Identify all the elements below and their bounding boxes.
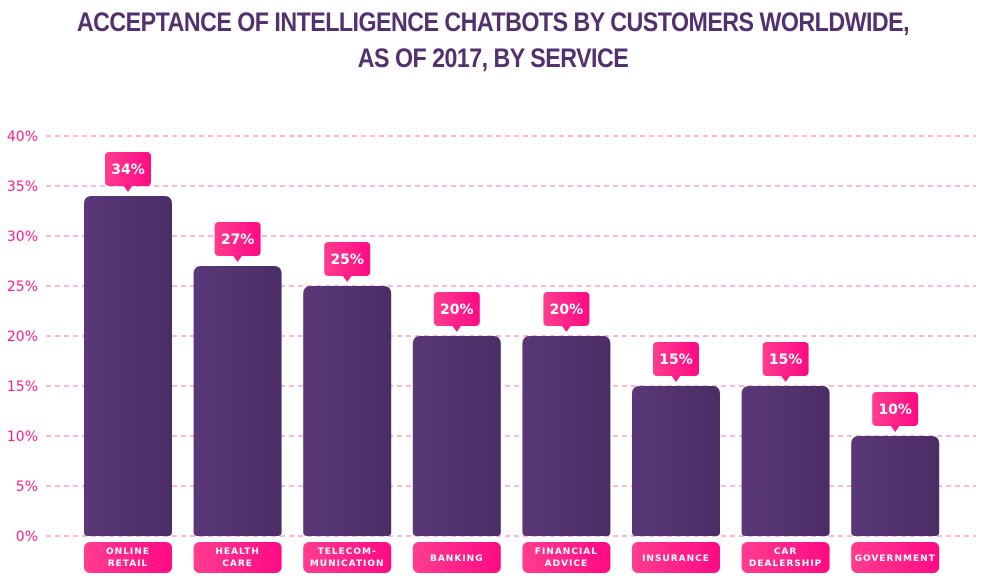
callout-pointer <box>671 375 681 382</box>
callout-pointer <box>780 375 791 382</box>
data-label-callout: 15% <box>762 342 809 382</box>
data-label: 34% <box>111 162 145 178</box>
callout-pointer <box>561 325 572 332</box>
bar-government <box>851 436 940 536</box>
x-tick-label: GOVERNMENT <box>855 554 936 564</box>
category-pill <box>522 542 611 573</box>
data-label: 25% <box>330 252 364 268</box>
x-category-label: HEALTH CARE <box>193 542 282 573</box>
y-axis: 0% 5% 10% 15% 20% 25% 30% 35% 40% <box>7 129 38 545</box>
x-category-label: GOVERNMENT <box>851 542 940 573</box>
callout-box <box>433 292 480 326</box>
category-pill <box>303 542 392 573</box>
x-category-label: BANKING <box>412 542 501 573</box>
bar-car-dealership <box>741 386 830 536</box>
data-labels: 34% 27% 25% 20% 20% 15% 15% 10% <box>105 152 919 432</box>
data-label-callout: 27% <box>214 222 261 262</box>
callout-box <box>105 152 151 186</box>
x-tick-label: INSURANCE <box>642 554 710 564</box>
callout-pointer <box>451 325 462 332</box>
y-tick-label: 5% <box>16 479 38 495</box>
x-category-label: FINANCIAL ADVICE <box>522 542 611 573</box>
gridlines <box>46 135 976 537</box>
category-pill <box>632 542 720 573</box>
callout-pointer <box>123 185 133 192</box>
category-pill <box>84 542 172 573</box>
callout-box <box>872 392 919 426</box>
chart-title-line-1: ACCEPTANCE OF INTELLIGENCE CHATBOTS BY C… <box>76 7 910 37</box>
x-category-label: TELECOM- MUNICATION <box>303 542 392 573</box>
y-tick-label: 15% <box>7 379 38 395</box>
data-label-callout: 25% <box>324 242 371 282</box>
callout-pointer <box>232 255 243 262</box>
category-pill <box>412 542 501 573</box>
data-label: 27% <box>221 232 255 248</box>
callout-pointer <box>890 425 901 432</box>
callout-box <box>653 342 699 376</box>
category-pill <box>851 542 940 573</box>
category-pill <box>741 542 830 573</box>
bar-insurance <box>632 386 720 536</box>
x-tick-label: TELECOM- <box>318 547 377 557</box>
chart-title-line-2: AS OF 2017, BY SERVICE <box>357 43 629 73</box>
y-tick-label: 20% <box>7 329 38 345</box>
callout-box <box>214 222 261 256</box>
category-pill <box>193 542 282 573</box>
x-tick-label: DEALERSHIP <box>749 559 822 569</box>
data-label-callout: 20% <box>543 292 590 332</box>
data-label-callout: 34% <box>105 152 151 192</box>
data-label-callout: 20% <box>433 292 480 332</box>
bar-telecommunication <box>303 286 392 536</box>
data-label-callout: 10% <box>872 392 919 432</box>
bar-health-care <box>193 266 282 536</box>
x-tick-label: FINANCIAL <box>535 547 598 557</box>
x-axis: ONLINE RETAIL HEALTH CARE TELECOM- MUNICATION… <box>84 542 940 573</box>
callout-box <box>543 292 590 326</box>
y-tick-label: 30% <box>7 229 38 245</box>
x-tick-label: CAR <box>774 547 798 557</box>
callout-box <box>762 342 809 376</box>
x-tick-label: CARE <box>222 559 253 569</box>
x-tick-label: BANKING <box>430 554 484 564</box>
data-label: 15% <box>659 352 693 368</box>
x-category-label: INSURANCE <box>632 542 720 573</box>
data-label-callout: 15% <box>653 342 699 382</box>
data-label: 20% <box>550 302 584 318</box>
y-tick-label: 0% <box>16 529 38 545</box>
bar-online-retail <box>84 196 172 536</box>
y-tick-label: 40% <box>7 129 38 145</box>
data-label: 15% <box>769 352 803 368</box>
bar-banking <box>412 336 501 536</box>
data-label: 10% <box>878 402 912 418</box>
x-tick-label: RETAIL <box>108 559 149 569</box>
x-tick-label: ADVICE <box>545 559 589 569</box>
y-tick-label: 10% <box>7 429 38 445</box>
x-tick-label: MUNICATION <box>310 559 385 569</box>
y-tick-label: 25% <box>7 279 38 295</box>
callout-pointer <box>342 275 353 282</box>
bars <box>84 196 940 536</box>
x-tick-label: HEALTH <box>215 547 260 557</box>
chart-title: ACCEPTANCE OF INTELLIGENCE CHATBOTS BY C… <box>69 4 917 76</box>
callout-box <box>324 242 371 276</box>
bar-financial-advice <box>522 336 611 536</box>
data-label: 20% <box>440 302 474 318</box>
y-tick-label: 35% <box>7 179 38 195</box>
x-category-label: CAR DEALERSHIP <box>741 542 830 573</box>
x-category-label: ONLINE RETAIL <box>84 542 172 573</box>
x-tick-label: ONLINE <box>106 547 150 557</box>
